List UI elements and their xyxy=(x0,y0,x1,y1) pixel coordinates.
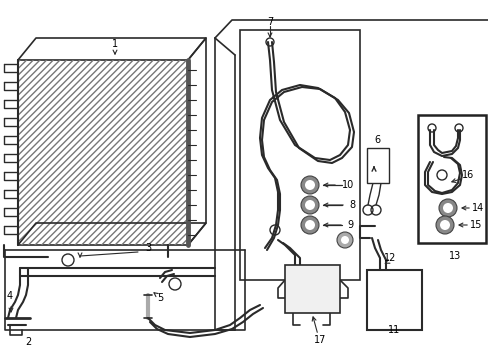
Circle shape xyxy=(301,216,318,234)
Circle shape xyxy=(305,200,314,210)
Bar xyxy=(18,60,187,245)
Text: 9: 9 xyxy=(346,220,352,230)
Bar xyxy=(366,270,421,330)
Text: 12: 12 xyxy=(383,253,395,263)
Circle shape xyxy=(301,176,318,194)
Text: 7: 7 xyxy=(266,17,273,27)
Text: 11: 11 xyxy=(387,325,399,335)
Text: 13: 13 xyxy=(448,251,460,261)
Circle shape xyxy=(384,291,402,309)
Circle shape xyxy=(305,220,314,230)
Bar xyxy=(18,60,187,245)
Text: 1: 1 xyxy=(112,39,118,49)
Text: 4: 4 xyxy=(7,291,13,301)
Text: 6: 6 xyxy=(373,135,379,145)
Circle shape xyxy=(305,180,314,190)
Text: 17: 17 xyxy=(313,335,325,345)
Text: 14: 14 xyxy=(471,203,483,213)
Text: 16: 16 xyxy=(461,170,473,180)
Text: 10: 10 xyxy=(341,180,353,190)
Text: 5: 5 xyxy=(157,293,163,303)
Bar xyxy=(285,265,339,313)
Circle shape xyxy=(442,203,452,213)
Polygon shape xyxy=(240,30,359,280)
Bar xyxy=(366,148,388,183)
Text: 8: 8 xyxy=(348,200,354,210)
Text: 3: 3 xyxy=(144,243,151,253)
Circle shape xyxy=(301,196,318,214)
Circle shape xyxy=(439,220,449,230)
Circle shape xyxy=(336,232,352,248)
Circle shape xyxy=(435,216,453,234)
Circle shape xyxy=(340,236,348,244)
Bar xyxy=(417,115,485,243)
Circle shape xyxy=(438,199,456,217)
Text: 15: 15 xyxy=(469,220,481,230)
Circle shape xyxy=(305,282,318,296)
Text: 2: 2 xyxy=(25,337,31,347)
